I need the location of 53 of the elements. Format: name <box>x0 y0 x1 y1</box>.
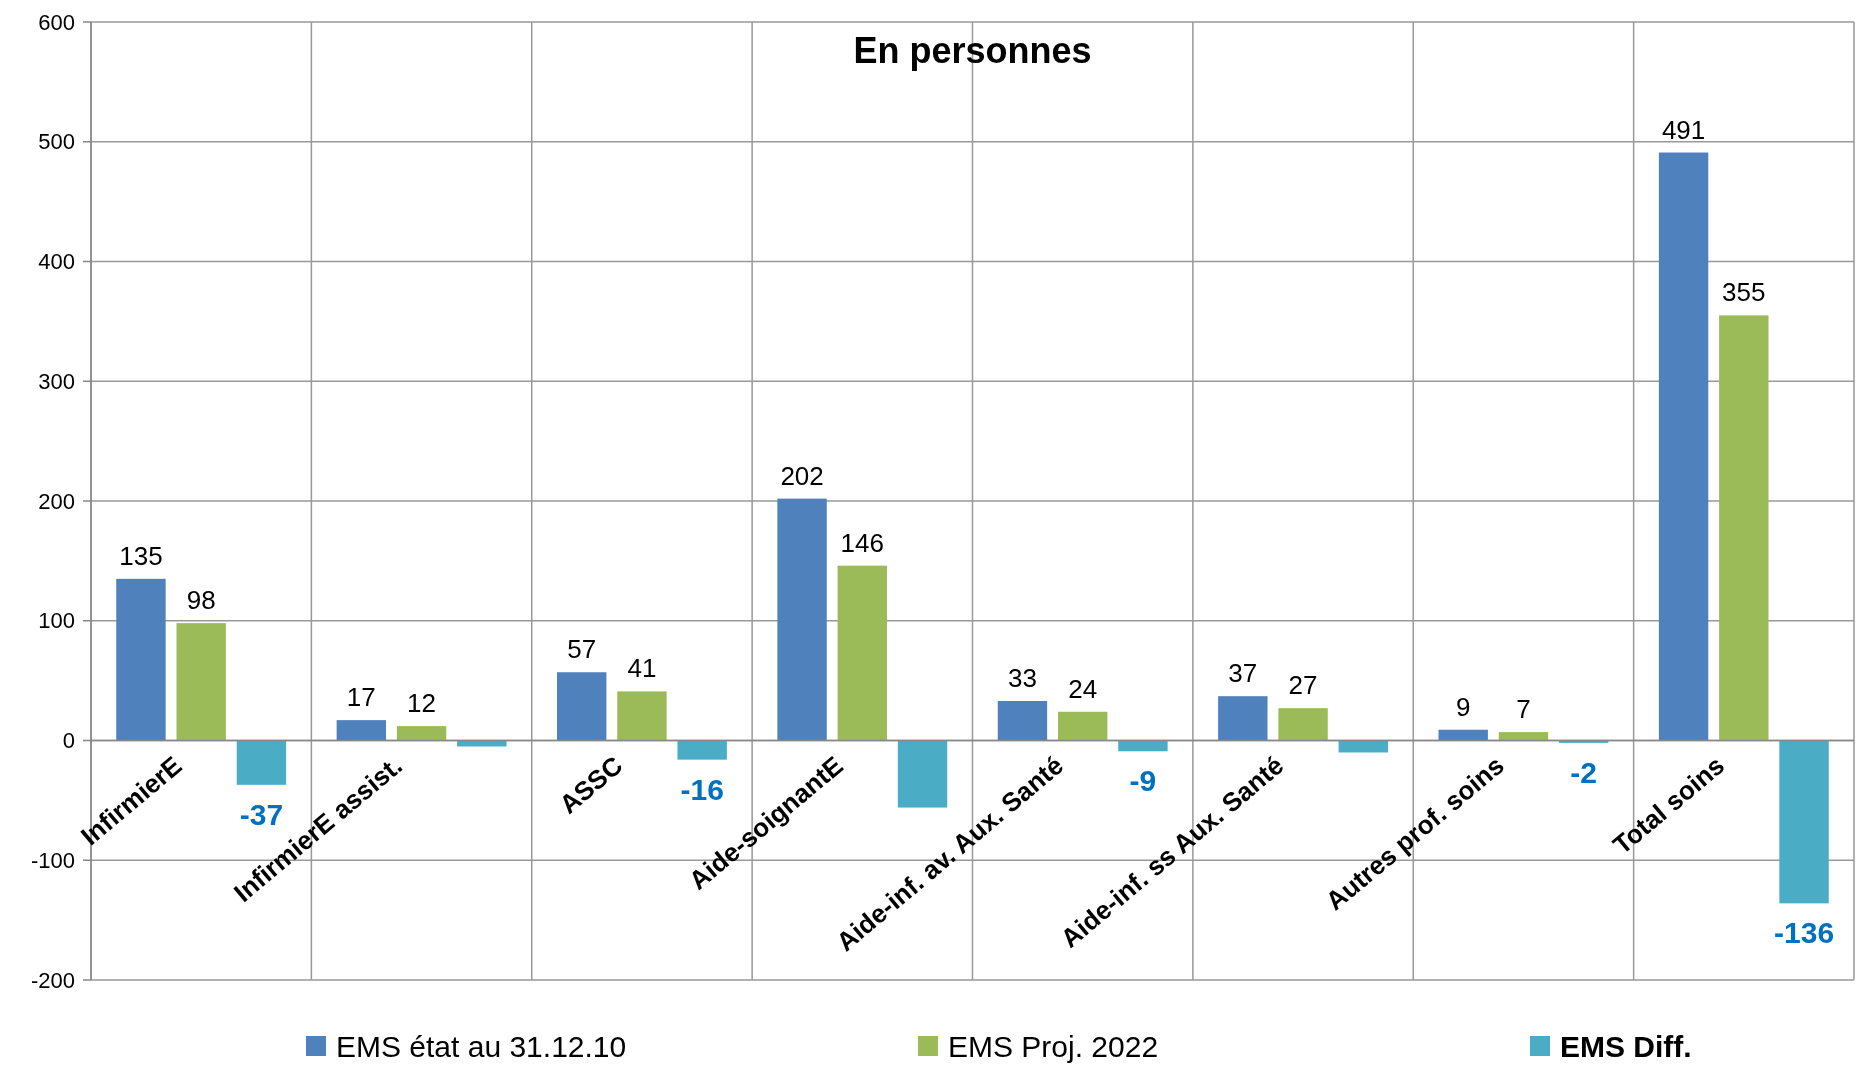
legend-label: EMS Diff. <box>1560 1029 1692 1063</box>
data-label: -9 <box>1129 764 1157 798</box>
data-label: 12 <box>407 688 437 719</box>
bar <box>1338 740 1388 753</box>
data-label: 24 <box>1068 673 1098 704</box>
bar <box>837 565 888 741</box>
data-label: 98 <box>186 585 216 616</box>
bar <box>1658 152 1709 741</box>
y-tick-label: 200 <box>38 488 75 514</box>
bar <box>396 726 447 741</box>
bar <box>617 691 667 741</box>
y-tick-label: 100 <box>38 608 75 634</box>
bar <box>897 740 948 808</box>
data-label: 41 <box>627 653 657 684</box>
data-label: 9 <box>1455 691 1471 722</box>
y-tick-label: 500 <box>38 129 75 155</box>
legend-label: EMS état au 31.12.10 <box>336 1029 627 1063</box>
data-label: 202 <box>780 460 824 491</box>
y-tick-label: 400 <box>38 249 75 275</box>
data-label: 37 <box>1228 658 1258 689</box>
data-label: 57 <box>567 634 597 665</box>
data-label: -136 <box>1774 916 1835 950</box>
bar <box>1278 708 1328 741</box>
bar <box>557 672 607 741</box>
data-label: -2 <box>1570 755 1598 789</box>
bar <box>236 740 287 785</box>
y-tick-label: 300 <box>38 368 75 394</box>
data-label: 491 <box>1661 114 1706 145</box>
chart-title: En personnes <box>853 30 1092 71</box>
y-tick-label: -100 <box>30 847 75 873</box>
data-label: 146 <box>840 527 885 558</box>
bar <box>997 700 1048 741</box>
bar <box>777 498 827 741</box>
bar <box>176 623 226 741</box>
data-label: 355 <box>1722 277 1766 308</box>
bar <box>116 578 166 741</box>
bar <box>1057 711 1108 741</box>
bar <box>1438 729 1488 741</box>
data-label: 33 <box>1007 662 1037 693</box>
bar <box>336 720 387 741</box>
bar <box>1218 696 1268 741</box>
y-tick-label: 600 <box>38 9 75 35</box>
data-label: 17 <box>346 682 376 713</box>
y-tick-label: -200 <box>30 967 75 993</box>
legend-label: EMS Proj. 2022 <box>948 1029 1159 1063</box>
bar <box>1118 740 1168 752</box>
y-tick-label: 0 <box>62 728 75 754</box>
bar <box>1498 732 1549 741</box>
data-label: 135 <box>119 540 163 571</box>
bar <box>1779 740 1829 904</box>
data-label: 27 <box>1288 670 1318 701</box>
bar <box>1719 315 1769 741</box>
data-label: 7 <box>1516 694 1531 725</box>
